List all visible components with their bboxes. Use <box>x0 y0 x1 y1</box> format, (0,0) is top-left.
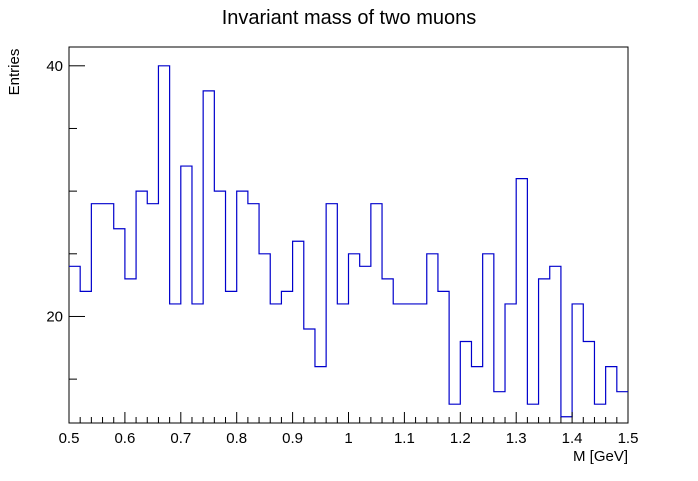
x-tick-label: 1 <box>344 430 352 447</box>
histogram-bin <box>460 342 471 423</box>
x-tick-label: 0.7 <box>170 430 191 447</box>
histogram-bin <box>483 254 494 423</box>
histogram-bin <box>427 254 438 423</box>
histogram-bin <box>315 367 326 423</box>
histogram-bin <box>293 241 304 423</box>
histogram-bin <box>583 342 594 423</box>
histogram-bin <box>69 266 80 423</box>
histogram-bin <box>449 404 460 423</box>
chart-title: Invariant mass of two muons <box>222 7 477 29</box>
histogram-bin <box>326 204 337 423</box>
histogram-bin <box>147 204 158 423</box>
histogram-bin <box>125 279 136 423</box>
histogram-bin <box>606 367 617 423</box>
histogram-bin <box>505 304 516 423</box>
histogram-bin <box>393 304 404 423</box>
histogram-bin <box>281 291 292 423</box>
histogram-bin <box>471 367 482 423</box>
x-tick-label: 0.9 <box>282 430 303 447</box>
x-tick-label: 0.8 <box>226 430 247 447</box>
x-tick-label: 0.6 <box>114 430 135 447</box>
histogram-bin <box>494 392 505 423</box>
histogram-bin <box>259 254 270 423</box>
histogram-bin <box>214 191 225 423</box>
histogram-bin <box>226 291 237 423</box>
histogram-bin <box>192 304 203 423</box>
x-tick-label: 1.2 <box>450 430 471 447</box>
x-axis: 0.5 0.6 0.7 0.8 0.9 1 1.1 1.2 1.3 1.4 1.5 <box>59 412 639 447</box>
histogram-bin <box>170 304 181 423</box>
histogram-bin <box>349 254 360 423</box>
histogram-bin <box>136 191 147 423</box>
histogram-bin <box>103 204 114 423</box>
x-tick-label: 1.1 <box>394 430 415 447</box>
histogram-bin <box>158 66 169 423</box>
histogram-bin <box>617 392 628 423</box>
y-tick-label: 40 <box>46 58 63 75</box>
histogram-bin <box>371 204 382 423</box>
histogram-bin <box>438 291 449 423</box>
y-axis-label: Entries <box>6 49 23 96</box>
x-tick-label: 0.5 <box>59 430 80 447</box>
histogram-bin <box>572 304 583 423</box>
histogram-layer <box>69 65 628 423</box>
histogram-bin <box>594 404 605 423</box>
histogram-bin <box>360 266 371 423</box>
x-tick-label: 1.5 <box>618 430 639 447</box>
histogram-bin <box>539 279 550 423</box>
histogram-bin <box>91 204 102 423</box>
histogram-bin <box>550 266 561 423</box>
histogram-bin <box>270 304 281 423</box>
histogram-bin <box>561 417 572 423</box>
histogram-step-line <box>69 65 628 418</box>
histogram-bin <box>382 279 393 423</box>
histogram-bin <box>304 329 315 423</box>
histogram-bin <box>516 179 527 423</box>
histogram-bin <box>203 91 214 423</box>
x-axis-label: M [GeV] <box>573 448 628 465</box>
histogram-bin <box>337 304 348 423</box>
histogram-bin <box>181 166 192 423</box>
histogram-bin <box>404 304 415 423</box>
y-tick-label: 20 <box>46 308 63 325</box>
histogram-bin <box>416 304 427 423</box>
x-tick-label: 1.4 <box>562 430 583 447</box>
histogram-bin <box>114 229 125 423</box>
histogram-bin <box>248 204 259 423</box>
histogram-bin <box>237 191 248 423</box>
x-tick-label: 1.3 <box>506 430 527 447</box>
histogram-bin <box>80 291 91 423</box>
histogram-bin <box>527 404 538 423</box>
